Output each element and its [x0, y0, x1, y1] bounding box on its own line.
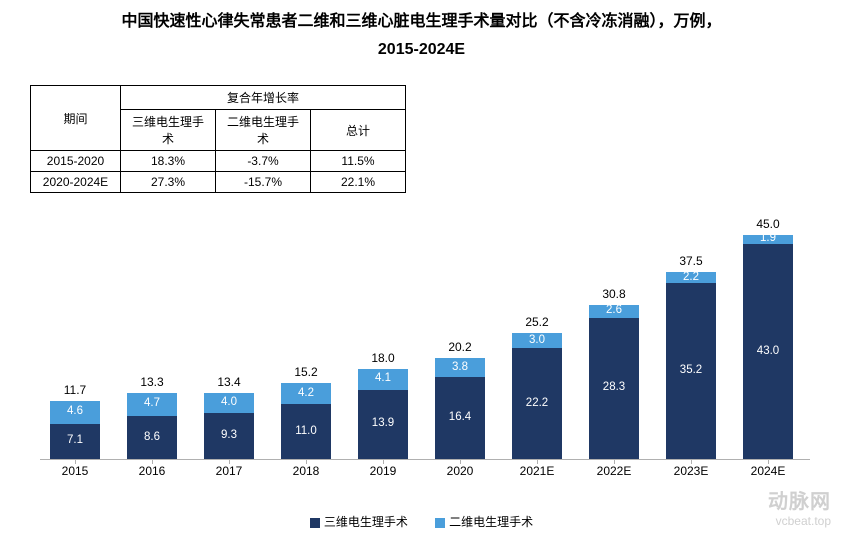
bar-2d: 4.0	[204, 393, 254, 413]
bar-chart: 11.7 4.6 7.1 13.3 4.7 8.6 13.4 4.0 9.3 15.2 4.2 11.…	[40, 220, 810, 480]
bar-2d-label: 2.2	[666, 271, 716, 283]
cagr-col-2: 总计	[311, 110, 406, 151]
x-label-2023E: 2023E	[666, 464, 716, 478]
cagr-val-1-1: -15.7%	[216, 172, 311, 193]
bar-group-2017: 13.44.09.3	[204, 393, 254, 460]
legend-swatch-2d	[435, 518, 445, 528]
bar-3d: 13.9	[358, 390, 408, 460]
x-label-2019: 2019	[358, 464, 408, 478]
total-label: 25.2	[512, 315, 562, 329]
x-label-2024E: 2024E	[743, 464, 793, 478]
bar-2d: 4.1	[358, 369, 408, 390]
bar-group-2016: 13.34.78.6	[127, 393, 177, 460]
cagr-col-0: 三维电生理手术	[121, 110, 216, 151]
bar-group-2024E: 45.01.943.0	[743, 235, 793, 460]
bar-3d-label: 28.3	[589, 381, 639, 393]
cagr-period-0: 2015-2020	[31, 151, 121, 172]
bar-3d: 28.3	[589, 318, 639, 460]
cagr-period-1: 2020-2024E	[31, 172, 121, 193]
total-label: 15.2	[281, 365, 331, 379]
cagr-row: 2015-202018.3%-3.7%11.5%	[31, 151, 406, 172]
x-label-2015: 2015	[50, 464, 100, 478]
cagr-header-period: 期间	[31, 86, 121, 151]
cagr-table: 期间复合年增长率三维电生理手术二维电生理手术总计2015-202018.3%-3…	[30, 85, 406, 193]
cagr-val-0-0: 18.3%	[121, 151, 216, 172]
bar-2d-label: 3.8	[435, 361, 485, 373]
bar-3d: 35.2	[666, 283, 716, 459]
cagr-col-1: 二维电生理手术	[216, 110, 311, 151]
bar-2d-label: 3.0	[512, 334, 562, 346]
watermark-main: 动脉网	[768, 485, 831, 514]
legend: 三维电生理手术 二维电生理手术	[0, 513, 843, 530]
bar-3d: 8.6	[127, 416, 177, 459]
bar-2d: 3.0	[512, 333, 562, 348]
bar-3d: 22.2	[512, 348, 562, 459]
total-label: 37.5	[666, 254, 716, 268]
total-label: 13.3	[127, 375, 177, 389]
total-label: 11.7	[50, 383, 100, 397]
bar-group-2018: 15.24.211.0	[281, 383, 331, 459]
title-line2: 2015-2024E	[0, 38, 843, 62]
bar-3d-label: 8.6	[127, 431, 177, 443]
bar-3d-label: 9.3	[204, 429, 254, 441]
bar-2d-label: 2.6	[589, 304, 639, 316]
legend-swatch-3d	[310, 518, 320, 528]
bar-2d: 2.2	[666, 272, 716, 283]
x-label-2020: 2020	[435, 464, 485, 478]
x-label-2022E: 2022E	[589, 464, 639, 478]
plot-area: 11.7 4.6 7.1 13.3 4.7 8.6 13.4 4.0 9.3 15.2 4.2 11.…	[40, 220, 810, 460]
bar-3d: 7.1	[50, 424, 100, 460]
bar-3d: 43.0	[743, 244, 793, 459]
legend-label-2d: 二维电生理手术	[449, 515, 533, 529]
total-label: 20.2	[435, 340, 485, 354]
cagr-val-0-2: 11.5%	[311, 151, 406, 172]
cagr-val-1-0: 27.3%	[121, 172, 216, 193]
bar-group-2019: 18.04.113.9	[358, 369, 408, 459]
chart-title: 中国快速性心律失常患者二维和三维心脏电生理手术量对比（不含冷冻消融），万例， 2…	[0, 0, 843, 62]
bar-2d-label: 1.9	[743, 232, 793, 244]
legend-item-2d: 二维电生理手术	[435, 513, 533, 530]
total-label: 13.4	[204, 375, 254, 389]
bar-2d: 1.9	[743, 235, 793, 245]
legend-label-3d: 三维电生理手术	[324, 515, 408, 529]
bar-group-2023E: 37.52.235.2	[666, 272, 716, 459]
x-label-2021E: 2021E	[512, 464, 562, 478]
total-label: 45.0	[743, 217, 793, 231]
cagr-val-1-2: 22.1%	[311, 172, 406, 193]
cagr-header-group: 复合年增长率	[121, 86, 406, 110]
total-label: 18.0	[358, 351, 408, 365]
legend-item-3d: 三维电生理手术	[310, 513, 408, 530]
bar-2d-label: 4.7	[127, 397, 177, 409]
cagr-val-0-1: -3.7%	[216, 151, 311, 172]
bar-3d-label: 16.4	[435, 411, 485, 423]
bar-3d: 9.3	[204, 413, 254, 460]
bar-2d-label: 4.0	[204, 396, 254, 408]
bar-2d: 4.6	[50, 401, 100, 424]
bar-3d-label: 13.9	[358, 417, 408, 429]
bar-2d-label: 4.2	[281, 387, 331, 399]
bar-3d-label: 43.0	[743, 345, 793, 357]
bar-2d: 4.2	[281, 383, 331, 404]
bar-2d-label: 4.1	[358, 372, 408, 384]
bar-3d-label: 35.2	[666, 364, 716, 376]
bar-group-2022E: 30.82.628.3	[589, 305, 639, 460]
bar-group-2015: 11.74.67.1	[50, 401, 100, 460]
bar-2d: 4.7	[127, 393, 177, 417]
bar-3d-label: 11.0	[281, 425, 331, 437]
total-label: 30.8	[589, 287, 639, 301]
title-line1: 中国快速性心律失常患者二维和三维心脏电生理手术量对比（不含冷冻消融），万例，	[0, 10, 843, 34]
x-label-2018: 2018	[281, 464, 331, 478]
x-label-2017: 2017	[204, 464, 254, 478]
bar-3d-label: 7.1	[50, 434, 100, 446]
cagr-row: 2020-2024E27.3%-15.7%22.1%	[31, 172, 406, 193]
x-label-2016: 2016	[127, 464, 177, 478]
bar-3d-label: 22.2	[512, 397, 562, 409]
bar-2d: 3.8	[435, 358, 485, 377]
bar-2d: 2.6	[589, 305, 639, 318]
bar-3d: 16.4	[435, 377, 485, 459]
bar-3d: 11.0	[281, 404, 331, 459]
bar-group-2021E: 25.23.022.2	[512, 333, 562, 459]
bar-2d-label: 4.6	[50, 405, 100, 417]
bar-group-2020: 20.23.816.4	[435, 358, 485, 459]
